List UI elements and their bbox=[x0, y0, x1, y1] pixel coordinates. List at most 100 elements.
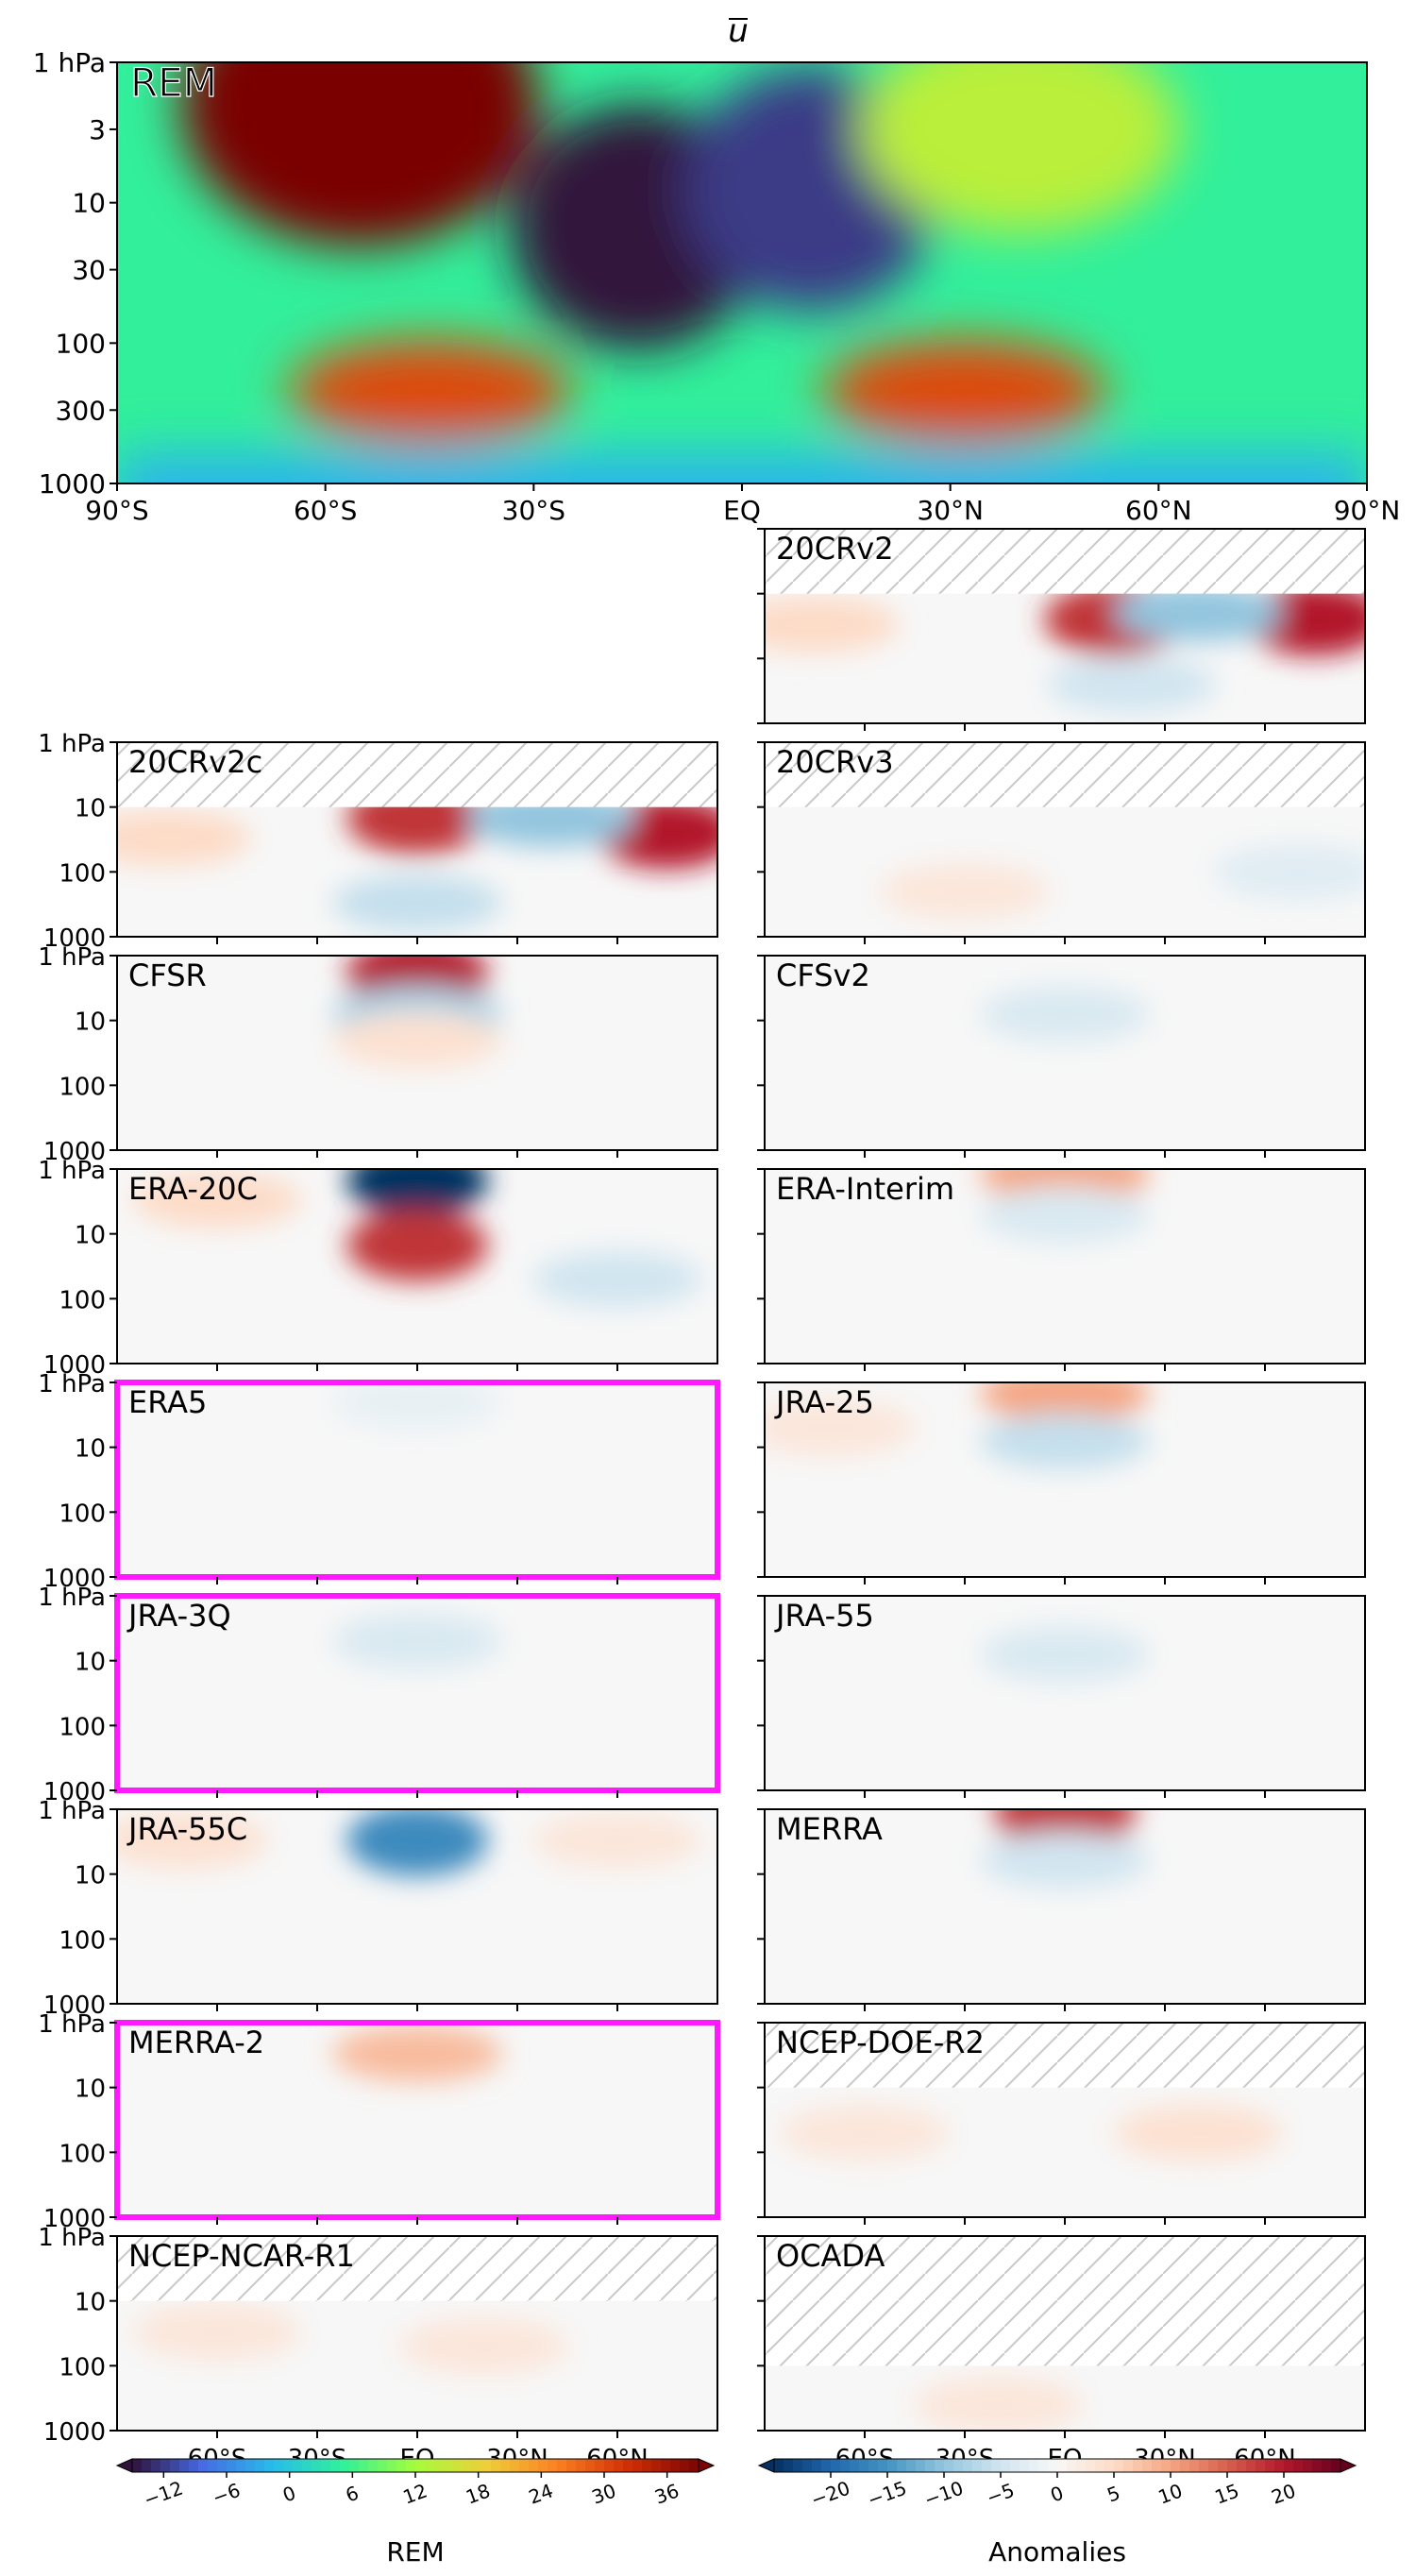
colorbar-extend-high bbox=[698, 2458, 716, 2473]
anomaly-feature-2 bbox=[532, 1250, 702, 1308]
colorbar-tick: 6 bbox=[343, 2482, 362, 2507]
anomaly-feature-0 bbox=[980, 1626, 1150, 1684]
colorbar-extend-low bbox=[757, 2458, 775, 2473]
colorbar-tick: 24 bbox=[526, 2479, 556, 2508]
panel-y-tick: 1 hPa bbox=[38, 2010, 106, 2039]
figure-title: u bbox=[728, 12, 749, 50]
colorbar-label: Anomalies bbox=[988, 2536, 1126, 2568]
anomaly-feature-3 bbox=[117, 809, 252, 867]
panel-y-tick: 1 hPa bbox=[38, 730, 106, 758]
anomaly-feature-2 bbox=[765, 1399, 917, 1456]
panel-label: JRA-55C bbox=[126, 1811, 247, 1847]
panel-y-tick: 10 bbox=[75, 1435, 106, 1464]
colorbar-tick: −10 bbox=[921, 2477, 967, 2512]
panel-merra-2: MERRA-2 1 hPa 10 100 1000 bbox=[38, 2010, 720, 2233]
panel-y-tick: 1 hPa bbox=[38, 1370, 106, 1398]
panel-merra: MERRA bbox=[757, 1808, 1366, 2011]
colorbar-extend-low bbox=[115, 2458, 133, 2473]
panel-y-tick: 1 hPa bbox=[38, 1584, 106, 1612]
anomaly-feature-0 bbox=[332, 1612, 502, 1669]
panel-y-tick: 10 bbox=[75, 1008, 106, 1037]
rem-y-tick: 100 bbox=[56, 328, 106, 359]
panel-y-tick: 1 hPa bbox=[38, 1157, 106, 1185]
panel-label: JRA-3Q bbox=[126, 1598, 231, 1634]
colorbar-tick: 18 bbox=[463, 2479, 493, 2508]
rem-x-tick: EQ bbox=[723, 495, 761, 526]
panel-y-tick: 10 bbox=[75, 1649, 106, 1677]
missing-data-hatch bbox=[117, 2236, 717, 2301]
colorbar-tick: 12 bbox=[400, 2479, 430, 2508]
colorbar-tick: −6 bbox=[210, 2479, 244, 2510]
colorbar-extend-high bbox=[1340, 2458, 1357, 2473]
panel-label: ERA-Interim bbox=[776, 1171, 954, 1207]
anomaly-feature-2 bbox=[1113, 585, 1284, 642]
colorbar-tick: 20 bbox=[1269, 2479, 1299, 2508]
colorbar-tick: 0 bbox=[1048, 2482, 1067, 2507]
panel-jra-55: JRA-55 bbox=[757, 1595, 1366, 1798]
rem-y-tick: 1000 bbox=[39, 468, 106, 500]
rem-feature-5 bbox=[859, 62, 1181, 233]
panel-jra-25: JRA-25 bbox=[757, 1381, 1366, 1585]
anomaly-feature-0 bbox=[398, 2317, 569, 2375]
panel-20crv2c: 20CRv2c 1 hPa 10 100 1000 bbox=[38, 730, 718, 953]
rem-x-tick: 60°S bbox=[294, 495, 357, 526]
anomaly-feature-0 bbox=[346, 1169, 488, 1217]
rem-y-tick: 1 hPa bbox=[33, 47, 106, 78]
panel-label: 20CRv3 bbox=[776, 744, 894, 780]
panel-y-tick: 10 bbox=[75, 2076, 106, 2104]
panel-y-tick: 100 bbox=[59, 1073, 106, 1101]
rem-y-tick: 3 bbox=[89, 114, 106, 145]
colorbar-tick: 0 bbox=[279, 2482, 298, 2507]
anomaly-feature-1 bbox=[117, 1811, 269, 1869]
anomaly-feature-1 bbox=[980, 1413, 1150, 1470]
colorbar-tick: 36 bbox=[651, 2479, 682, 2508]
rem-feature-3 bbox=[288, 339, 571, 444]
panel-y-tick: 100 bbox=[59, 859, 106, 888]
anomaly-feature-1 bbox=[1213, 843, 1365, 901]
panel-era5: ERA5 1 hPa 10 100 1000 bbox=[38, 1370, 720, 1593]
anomaly-feature-0 bbox=[332, 1382, 502, 1431]
anomaly-feature-0 bbox=[346, 1809, 488, 1876]
colorbar-tick: 10 bbox=[1155, 2479, 1186, 2508]
panel-label: 20CRv2 bbox=[776, 531, 894, 567]
panel-y-tick: 1000 bbox=[43, 1351, 106, 1380]
anomaly-panels-group: 20CRv2 20CRv2c 1 hPa 10 100 1000 20CRv3 CFSR 1 h… bbox=[38, 528, 1366, 2473]
panel-ncep-doe-r2: NCEP-DOE-R2 bbox=[757, 2022, 1366, 2225]
rem-x-tick: 30°S bbox=[502, 495, 565, 526]
panel-y-tick: 1000 bbox=[43, 1565, 106, 1593]
rem-panel-label: REM bbox=[130, 59, 217, 106]
anomaly-feature-0 bbox=[332, 2025, 502, 2082]
panel-era-interim: ERA-Interim bbox=[757, 1168, 1366, 1371]
panel-y-tick: 1 hPa bbox=[38, 1797, 106, 1825]
panel-label: JRA-25 bbox=[774, 1384, 874, 1420]
panel-jra-55c: JRA-55C 1 hPa 10 100 1000 bbox=[38, 1797, 718, 2020]
panel-label: NCEP-DOE-R2 bbox=[776, 2025, 985, 2060]
colorbar-label: REM bbox=[386, 2536, 444, 2568]
missing-data-hatch bbox=[765, 742, 1365, 807]
panel-y-tick: 10 bbox=[75, 2289, 106, 2317]
anomaly-feature-3 bbox=[132, 1171, 302, 1229]
colorbar-rem: −12 −6 0 6 12 18 24 30 36 REM bbox=[115, 2458, 716, 2568]
panel-y-tick: 1000 bbox=[43, 2418, 106, 2447]
panel-jra-3q: JRA-3Q 1 hPa 10 100 1000 bbox=[38, 1584, 720, 1806]
panel-y-tick: 100 bbox=[59, 1713, 106, 1741]
anomaly-feature-0 bbox=[913, 2376, 1084, 2431]
anomaly-feature-0 bbox=[1113, 2104, 1284, 2161]
anomaly-feature-1 bbox=[980, 1185, 1150, 1243]
panel-label: ERA-20C bbox=[128, 1171, 258, 1207]
anomaly-feature-2 bbox=[332, 1011, 502, 1069]
panel-y-tick: 100 bbox=[59, 1500, 106, 1528]
rem-x-tick: 90°N bbox=[1334, 495, 1401, 526]
panel-y-tick: 10 bbox=[75, 1862, 106, 1890]
panel-label: NCEP-NCAR-R1 bbox=[128, 2238, 355, 2274]
panel-cfsv2: CFSv2 bbox=[757, 955, 1366, 1158]
anomaly-feature-4 bbox=[1046, 655, 1217, 713]
colorbar-anomalies: −20 −15 −10 −5 0 5 10 15 20 Anomalies bbox=[757, 2458, 1357, 2568]
missing-data-hatch bbox=[765, 529, 1365, 594]
anomaly-feature-3 bbox=[765, 596, 900, 653]
rem-feature-4 bbox=[822, 339, 1106, 444]
missing-data-hatch bbox=[117, 742, 717, 807]
